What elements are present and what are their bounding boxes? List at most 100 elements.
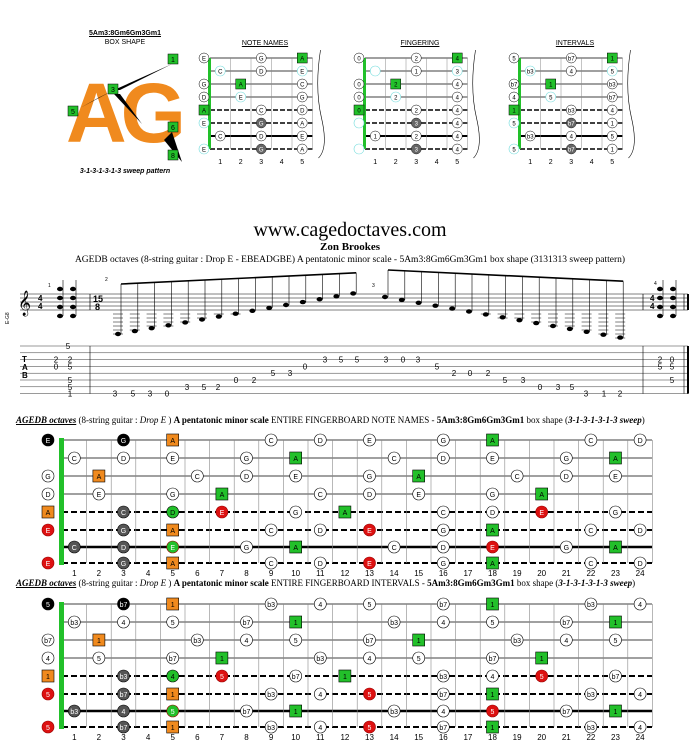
- run-note: [283, 302, 289, 308]
- svg-text:1: 1: [171, 57, 175, 64]
- fb-notes-heading: AGEDB octaves (8-string guitar : Drop E …: [16, 415, 645, 425]
- fb-note-label: E: [46, 438, 51, 445]
- fb-note-marker: [363, 651, 376, 665]
- fb-note-label: b7: [120, 602, 128, 609]
- fb-note-label: b3: [267, 725, 275, 732]
- fb-note-label: D: [318, 528, 323, 535]
- mini-note: [353, 78, 365, 90]
- mini-nut: [208, 58, 211, 149]
- mini-note: [452, 117, 463, 129]
- fb-note-marker: [313, 651, 327, 665]
- mini-note: [607, 91, 618, 103]
- fb-note-label: G: [367, 474, 372, 481]
- fb-note-marker: [166, 451, 179, 465]
- tab-number: 5: [68, 376, 73, 385]
- note-names-diagram: E G A C D E G A C D E G A C D E G A C D E E G A 1 2 3 4 5: [198, 49, 325, 166]
- fb-note-label: 5: [540, 674, 544, 681]
- mini-label: 1: [415, 70, 419, 76]
- fb-root-marker: [215, 651, 229, 665]
- fb-nut: [59, 438, 64, 565]
- mini-label: 1: [549, 83, 553, 89]
- mini-root: [297, 52, 308, 64]
- fb-note-marker: [313, 433, 327, 447]
- mini-note: [198, 91, 210, 103]
- fb-note-label: E: [97, 492, 102, 499]
- mini-nut: [363, 58, 366, 149]
- fb-fret-number: 14: [390, 569, 399, 578]
- fb-note-marker: [559, 451, 573, 465]
- mini-note: [524, 65, 536, 77]
- fb-note-marker: [486, 669, 499, 683]
- fb-note-marker: [609, 469, 622, 483]
- mini-note: [508, 52, 520, 64]
- mini-note: [452, 78, 463, 90]
- run-note: [350, 291, 357, 296]
- fb-note-marker: [633, 720, 647, 734]
- mini-fret-number: 5: [610, 159, 614, 166]
- fb-root-marker: [166, 720, 179, 734]
- fb-note-label: E: [367, 561, 372, 568]
- tab-number: 0: [401, 356, 406, 365]
- tab-number: 2: [54, 356, 59, 365]
- fb-root-marker: [486, 720, 499, 734]
- box-shape-caption: 3-1-3-1-3-1-3 sweep pattern: [79, 168, 171, 175]
- fb-fret-number: 4: [146, 569, 151, 578]
- fb-note-marker: [289, 505, 303, 519]
- fb-fret-number: 17: [463, 569, 472, 578]
- fb-note-marker: [41, 597, 55, 611]
- mini-label: 5: [512, 122, 516, 128]
- site-url[interactable]: www.cagedoctaves.com: [253, 219, 447, 241]
- fb-note-label: G: [613, 510, 618, 517]
- svg-text:4: 4: [38, 302, 43, 311]
- fb-fret-number: 18: [488, 569, 497, 578]
- fb-note-marker: [117, 556, 130, 570]
- fb-note-marker: [436, 540, 450, 554]
- mini-label: 0: [357, 57, 361, 63]
- fb-fret-number: 21: [562, 569, 571, 578]
- fb-note-marker: [436, 523, 450, 537]
- tab-number: 5: [66, 342, 71, 351]
- fb-note-label: A: [170, 561, 175, 568]
- run-note: [382, 294, 388, 300]
- fb-note-marker: [559, 540, 573, 554]
- fb-note-marker: [633, 556, 647, 570]
- fb-note-label: b3: [316, 656, 324, 663]
- fb-note-label: b7: [120, 692, 128, 699]
- fb-note-marker: [41, 687, 55, 701]
- fb-note-label: b3: [439, 674, 447, 681]
- fb-note-marker: [387, 540, 401, 554]
- mini-label: D: [259, 70, 264, 76]
- box-shape-panel: 5Am3:8Gm6Gm3Gm1 BOX SHAPE AG 1 3 5 6 8 3…: [60, 28, 190, 188]
- fb-fret-number: 5: [170, 569, 175, 578]
- fb-note-marker: [41, 633, 55, 647]
- mini-label: b7: [568, 122, 575, 128]
- tab-number: 2: [68, 356, 73, 365]
- mini-fret-number: 2: [239, 159, 243, 166]
- fb-root-marker: [412, 633, 426, 647]
- run-note: [415, 300, 422, 305]
- fb-note-marker: [609, 633, 622, 647]
- run-note: [199, 317, 205, 322]
- mini-label: C: [300, 83, 305, 89]
- fb-note-label: 5: [368, 602, 372, 609]
- fb-fret-number: 6: [195, 733, 200, 742]
- run-note: [533, 320, 540, 326]
- fb-note-label: 1: [97, 638, 101, 645]
- fb-fret-number: 23: [611, 569, 620, 578]
- fb-root-marker: [609, 704, 622, 718]
- mini-label: 4: [570, 135, 574, 141]
- fb-note-label: C: [269, 438, 274, 445]
- fb-fret-number: 15: [414, 733, 423, 742]
- fb-note-label: b3: [513, 638, 521, 645]
- fb-note-marker: [486, 487, 499, 501]
- tab-number: 1: [68, 390, 73, 399]
- fb-note-marker: [264, 523, 278, 537]
- fb-root-marker: [486, 556, 499, 570]
- fb-note-label: E: [293, 474, 298, 481]
- fb-note-label: E: [46, 561, 51, 568]
- mini-label: 4: [456, 96, 460, 102]
- fb-note-marker: [486, 615, 499, 629]
- fb-note-label: 4: [441, 620, 445, 627]
- fb-fret-number: 16: [439, 733, 448, 742]
